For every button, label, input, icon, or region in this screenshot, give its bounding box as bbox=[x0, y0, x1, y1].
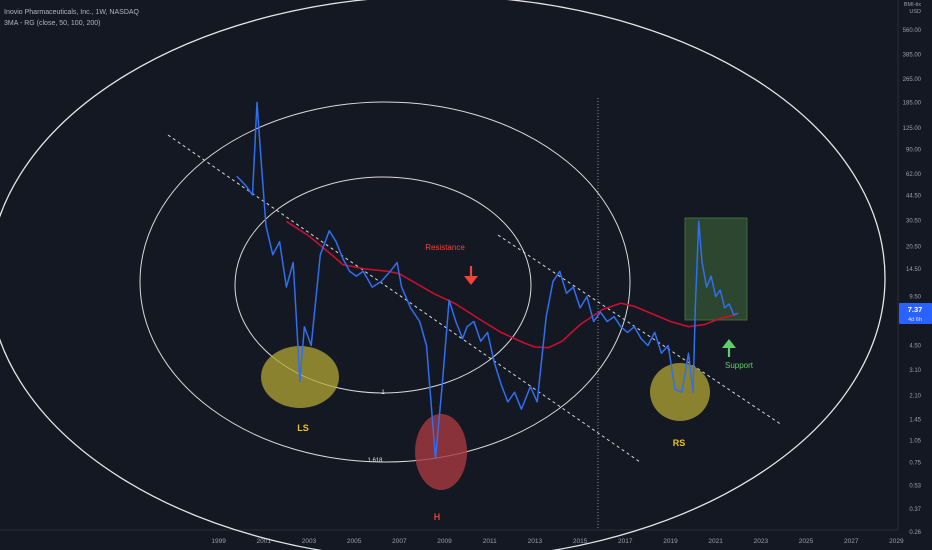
moving-average-line[interactable] bbox=[285, 220, 737, 349]
right-shoulder-label[interactable]: RS bbox=[673, 438, 686, 448]
price-tick-label: 0.53 bbox=[909, 483, 921, 489]
price-tick-label: 44.50 bbox=[906, 194, 922, 200]
price-tick-label: 385.00 bbox=[903, 53, 922, 59]
support-label[interactable]: Support bbox=[725, 361, 754, 370]
time-tick-label: 2011 bbox=[483, 538, 497, 545]
price-tick-label: 0.26 bbox=[909, 530, 921, 536]
time-tick-label: 2005 bbox=[347, 538, 362, 545]
price-tick-label: 4.50 bbox=[909, 344, 921, 350]
time-tick-label: 2009 bbox=[437, 538, 452, 545]
price-axis-background bbox=[898, 0, 932, 550]
time-tick-label: 2025 bbox=[799, 538, 814, 545]
last-price-value: 7.37 bbox=[908, 305, 923, 314]
time-tick-label: 2003 bbox=[302, 538, 317, 545]
lower-trendline[interactable] bbox=[497, 234, 783, 426]
price-tick-label: 30.50 bbox=[906, 218, 922, 224]
price-tick-label: 1.05 bbox=[909, 439, 921, 445]
time-tick-label: 2027 bbox=[844, 538, 859, 545]
time-tick-label: 2015 bbox=[573, 538, 588, 545]
time-tick-label: 2001 bbox=[257, 538, 272, 545]
price-tick-label: 2.10 bbox=[909, 393, 921, 399]
bar-countdown: 4d 6h bbox=[908, 317, 922, 323]
price-tick-label: 90.00 bbox=[906, 148, 922, 154]
fib-level-1-label[interactable]: 1 bbox=[381, 390, 385, 396]
price-axis-header: USD bbox=[909, 9, 921, 15]
time-tick-label: 2017 bbox=[618, 538, 633, 545]
time-tick-label: 2021 bbox=[708, 538, 723, 545]
price-line[interactable] bbox=[236, 101, 739, 460]
price-tick-label: 9.50 bbox=[909, 295, 921, 301]
price-tick-label: 14.50 bbox=[906, 267, 922, 273]
left-shoulder-label[interactable]: LS bbox=[297, 423, 309, 433]
drawings-layer bbox=[0, 0, 886, 550]
indicator-legend[interactable]: 3MA - RG (close, 50, 100, 200) bbox=[4, 20, 101, 27]
head-label[interactable]: H bbox=[434, 512, 441, 522]
price-axis-header: BMI-tix bbox=[904, 2, 921, 8]
time-tick-label: 2029 bbox=[889, 538, 904, 545]
last-price-badge[interactable]: 7.37 4d 6h bbox=[899, 303, 932, 324]
time-tick-label: 2023 bbox=[754, 538, 769, 545]
resistance-arrow-icon[interactable] bbox=[464, 266, 478, 285]
time-axis[interactable]: 1999 2001 2003 2005 2007 2009 2011 2013 2015 2017… bbox=[211, 538, 904, 545]
price-tick-label: 125.00 bbox=[903, 126, 922, 132]
fib-circle-1618[interactable] bbox=[139, 101, 631, 463]
price-tick-label: 185.00 bbox=[903, 100, 922, 106]
target-zone-box[interactable] bbox=[684, 217, 748, 321]
time-tick-label: 2007 bbox=[392, 538, 407, 545]
price-tick-label: 0.75 bbox=[909, 461, 921, 467]
fib-level-1618-label[interactable]: 1.618 bbox=[367, 458, 383, 464]
price-tick-label: 20.50 bbox=[906, 244, 922, 250]
price-tick-label: 1.45 bbox=[909, 418, 921, 424]
resistance-label[interactable]: Resistance bbox=[425, 243, 465, 252]
price-tick-label: 62.00 bbox=[906, 172, 922, 178]
price-tick-label: 0.37 bbox=[909, 507, 921, 513]
support-arrow-icon[interactable] bbox=[722, 339, 736, 357]
price-tick-label: 560.00 bbox=[903, 28, 922, 34]
fib-circle-1[interactable] bbox=[234, 176, 532, 394]
upper-trendline[interactable] bbox=[167, 134, 641, 463]
price-tick-label: 3.10 bbox=[909, 368, 921, 374]
outer-ellipse[interactable] bbox=[0, 0, 886, 550]
head-ellipse[interactable] bbox=[415, 414, 467, 490]
annotation-layer: Resistance Support LS H RS 1 1.618 bbox=[297, 243, 754, 522]
symbol-title[interactable]: Inovio Pharmaceuticals, Inc., 1W, NASDAQ bbox=[4, 9, 139, 16]
time-tick-label: 2013 bbox=[528, 538, 543, 545]
time-tick-label: 1999 bbox=[211, 538, 226, 545]
price-tick-label: 265.00 bbox=[903, 77, 922, 83]
time-tick-label: 2019 bbox=[663, 538, 678, 545]
